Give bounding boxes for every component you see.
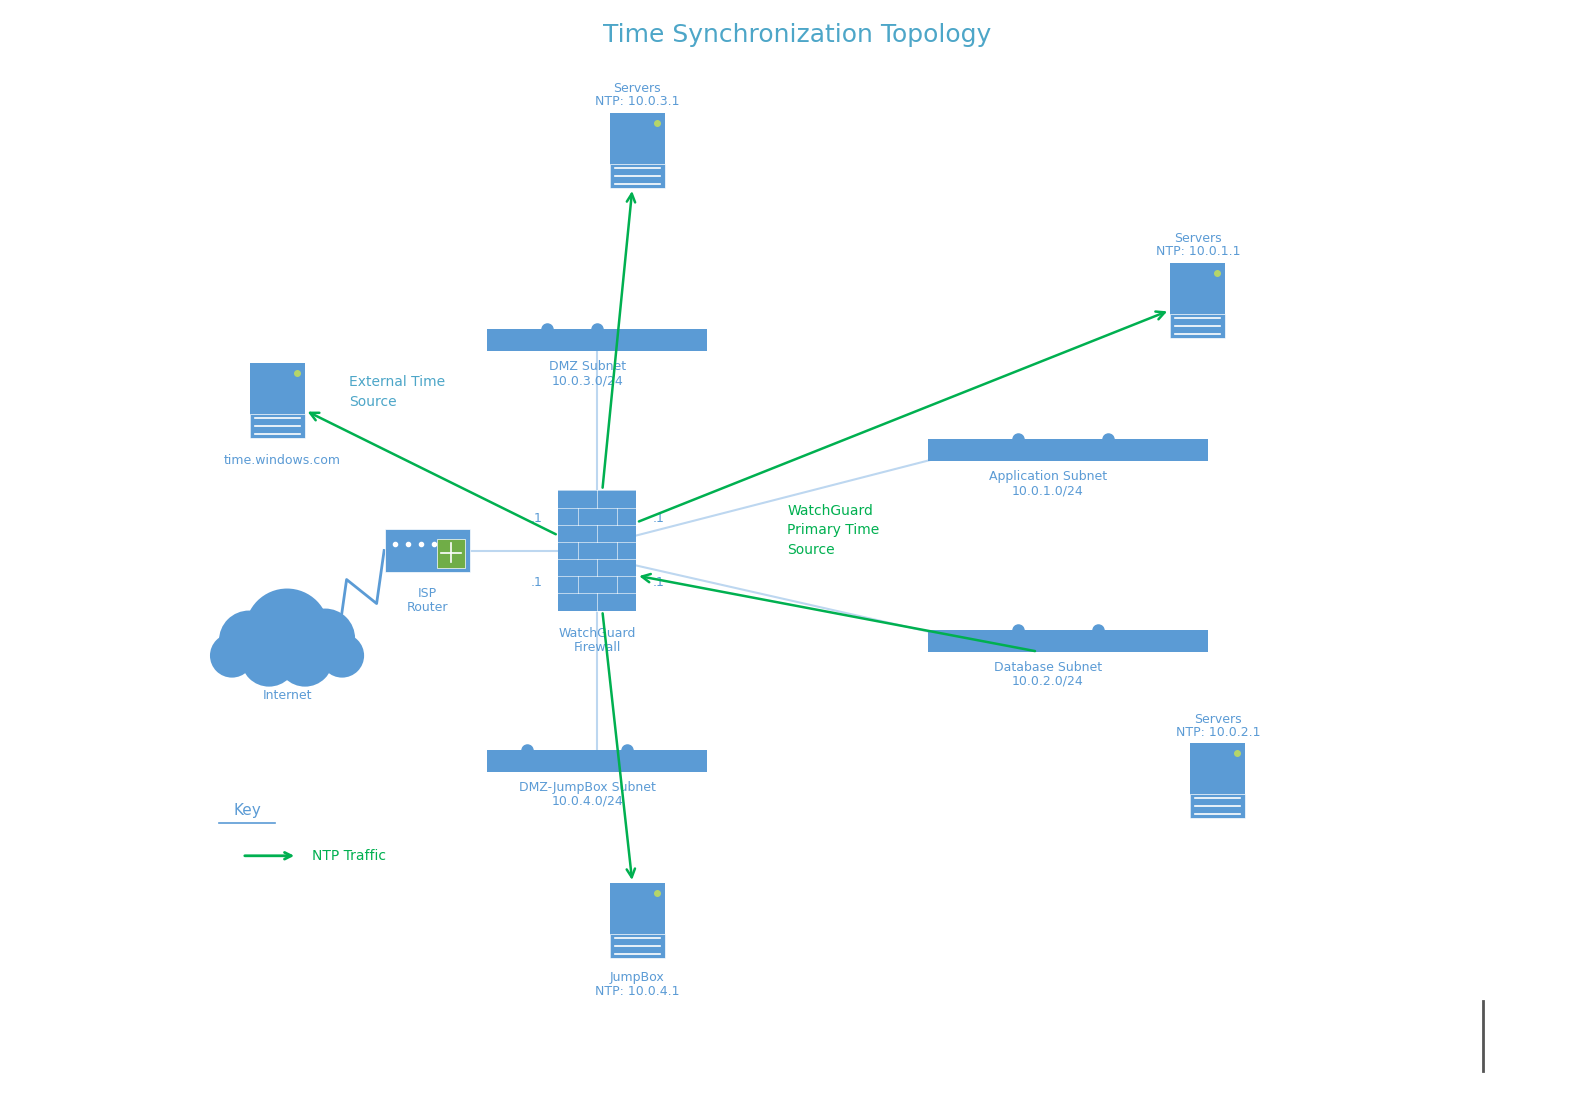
Bar bbox=[928, 630, 1207, 652]
Bar bbox=[1190, 794, 1246, 818]
Text: .1: .1 bbox=[652, 512, 664, 525]
Text: Time Synchronization Topology: Time Synchronization Topology bbox=[603, 23, 992, 47]
Text: NTP: 10.0.1.1: NTP: 10.0.1.1 bbox=[1156, 246, 1241, 259]
Bar bbox=[928, 439, 1207, 461]
Text: 10.0.4.0/24: 10.0.4.0/24 bbox=[552, 795, 624, 808]
Bar bbox=[609, 935, 665, 958]
Text: .1: .1 bbox=[652, 576, 664, 589]
Bar bbox=[249, 414, 305, 438]
Circle shape bbox=[321, 633, 364, 677]
Text: ISP: ISP bbox=[418, 587, 437, 600]
Bar bbox=[437, 539, 466, 567]
Text: DMZ Subnet: DMZ Subnet bbox=[549, 360, 625, 373]
Bar bbox=[249, 363, 305, 438]
Bar bbox=[609, 883, 665, 958]
Circle shape bbox=[241, 631, 297, 687]
Text: time.windows.com: time.windows.com bbox=[223, 455, 340, 468]
Bar bbox=[1171, 263, 1225, 338]
Text: Firewall: Firewall bbox=[574, 641, 620, 654]
Text: JumpBox: JumpBox bbox=[609, 971, 665, 984]
Text: Internet: Internet bbox=[262, 688, 311, 701]
Text: WatchGuard
Primary Time
Source: WatchGuard Primary Time Source bbox=[788, 504, 880, 557]
Bar bbox=[609, 112, 665, 187]
Text: NTP Traffic: NTP Traffic bbox=[313, 849, 386, 863]
Bar bbox=[1171, 314, 1225, 338]
Text: Application Subnet: Application Subnet bbox=[989, 470, 1107, 483]
Text: Database Subnet: Database Subnet bbox=[994, 661, 1102, 674]
Text: Source: Source bbox=[349, 395, 397, 410]
Text: Key: Key bbox=[233, 804, 262, 818]
Circle shape bbox=[246, 589, 329, 673]
Circle shape bbox=[295, 609, 356, 668]
Circle shape bbox=[219, 611, 279, 671]
Text: NTP: 10.0.2.1: NTP: 10.0.2.1 bbox=[1176, 726, 1260, 739]
Circle shape bbox=[211, 633, 254, 677]
Bar bbox=[486, 329, 708, 351]
Text: 10.0.2.0/24: 10.0.2.0/24 bbox=[1011, 675, 1083, 688]
Text: .1: .1 bbox=[531, 512, 542, 525]
Text: Servers: Servers bbox=[1174, 232, 1222, 246]
Text: .1: .1 bbox=[531, 576, 542, 589]
Text: Servers: Servers bbox=[1195, 712, 1241, 726]
Text: NTP: 10.0.4.1: NTP: 10.0.4.1 bbox=[595, 985, 679, 998]
Bar bbox=[384, 530, 469, 571]
Text: DMZ-JumpBox Subnet: DMZ-JumpBox Subnet bbox=[518, 781, 656, 794]
Text: WatchGuard: WatchGuard bbox=[558, 626, 636, 640]
Bar bbox=[1190, 743, 1246, 818]
Text: 10.0.1.0/24: 10.0.1.0/24 bbox=[1011, 484, 1083, 498]
Text: 10.0.3.0/24: 10.0.3.0/24 bbox=[552, 374, 624, 388]
Bar bbox=[486, 750, 708, 772]
Text: External Time: External Time bbox=[349, 375, 445, 390]
Text: Servers: Servers bbox=[614, 83, 662, 95]
Text: NTP: 10.0.3.1: NTP: 10.0.3.1 bbox=[595, 95, 679, 108]
Circle shape bbox=[278, 631, 333, 687]
Bar bbox=[558, 490, 636, 611]
Text: Router: Router bbox=[407, 600, 448, 613]
Bar bbox=[609, 164, 665, 187]
